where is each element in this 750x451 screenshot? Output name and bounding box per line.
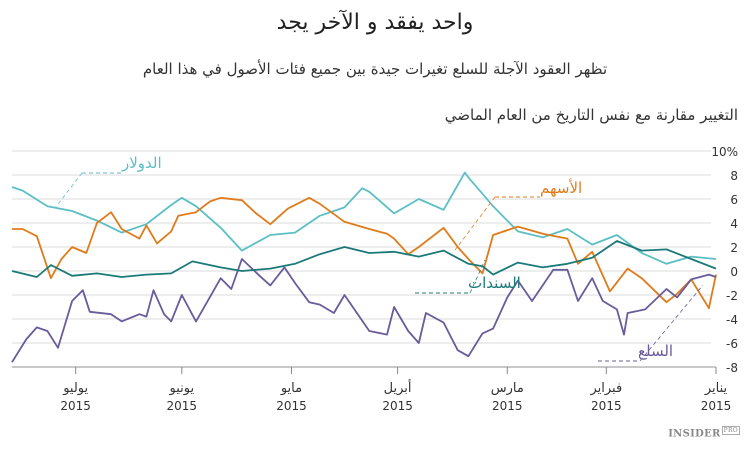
x-tick-month: يوليو (62, 381, 88, 396)
y-tick-label: 8 (730, 169, 738, 183)
x-tick-month: يناير (704, 381, 728, 396)
series-label-3: السندات (468, 274, 521, 292)
chart-title: واحد يفقد و الآخر يجد (276, 10, 474, 35)
y-tick-label: 0 (730, 265, 738, 279)
x-tick-month: مايو (280, 381, 302, 396)
y-tick-label: 6 (730, 193, 738, 207)
x-tick-year: 2015 (60, 399, 91, 413)
y-tick-label: -4 (726, 313, 738, 327)
series-label-4: السلع (638, 342, 673, 360)
x-tick-month: أبريل (384, 379, 412, 396)
y-axis-title: التغيير مقارنة مع نفس التاريخ من العام ا… (444, 106, 738, 124)
x-tick-year: 2015 (276, 399, 307, 413)
x-tick-year: 2015 (492, 399, 523, 413)
series-line-2 (12, 196, 717, 310)
y-tick-label: 10% (711, 145, 738, 159)
x-tick-month: يونيو (169, 381, 195, 396)
x-tick-month: فبراير (589, 381, 622, 396)
chart-subtitle: تظهر العقود الآجلة للسلع تغيرات جيدة بين… (142, 60, 608, 78)
x-tick-year: 2015 (701, 399, 732, 413)
x-tick-month: مارس (491, 381, 524, 396)
y-tick-label: 2 (730, 241, 738, 255)
series-line-4 (11, 258, 717, 363)
insider-pro-logo: INSIDER PRO (668, 425, 740, 439)
label-leader-line (54, 172, 83, 209)
y-tick-label: -8 (726, 361, 738, 375)
label-leader-line (639, 284, 704, 362)
y-tick-label: -2 (726, 289, 738, 303)
series-line-3 (11, 240, 717, 278)
x-tick-year: 2015 (167, 399, 198, 413)
series-line-1 (11, 171, 717, 265)
label-leader-line (469, 259, 486, 294)
x-tick-year: 2015 (591, 399, 622, 413)
series-label-1: الدولار (121, 154, 162, 172)
x-tick-year: 2015 (382, 399, 413, 413)
y-tick-label: 4 (730, 217, 738, 231)
y-tick-label: -6 (726, 337, 738, 351)
series-label-2: الأسهم (540, 178, 582, 197)
